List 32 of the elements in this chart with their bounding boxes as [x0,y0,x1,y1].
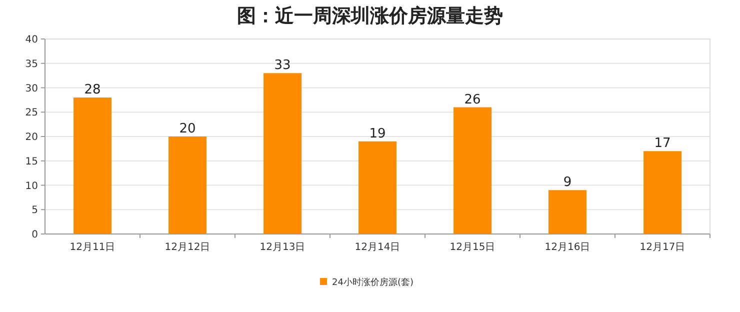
chart-title: 图：近一周深圳涨价房源量走势 [237,5,503,27]
bar [548,190,586,234]
bar [168,136,206,234]
bar [644,151,682,234]
y-tick-label: 0 [32,230,38,240]
x-tick-label: 12月12日 [164,242,210,253]
y-tick-label: 25 [25,108,38,119]
y-tick-label: 30 [25,83,38,94]
data-label: 19 [369,126,386,142]
bar [264,73,302,234]
y-tick-label: 15 [25,156,38,168]
y-tick-label: 10 [25,180,38,192]
x-tick-label: 12月14日 [354,242,400,253]
y-tick-label: 5 [32,205,38,216]
data-label: 26 [464,92,481,108]
bar [358,141,396,234]
data-label: 20 [179,122,196,136]
bar [454,107,492,234]
x-tick-label: 12月11日 [70,242,116,253]
data-label: 17 [654,136,671,152]
y-tick-label: 20 [25,132,38,143]
legend-label: 24小时涨价房源(套) [332,277,414,288]
x-tick-label: 12月16日 [544,242,590,253]
x-tick-label: 12月17日 [640,242,686,253]
x-tick-label: 12月15日 [450,242,496,253]
data-label: 28 [84,82,101,98]
y-tick-label: 40 [25,34,38,46]
bar [74,98,112,234]
x-tick-label: 12月13日 [260,242,306,253]
y-tick-label: 35 [25,58,38,70]
data-label: 9 [563,175,572,190]
data-label: 33 [274,58,291,74]
